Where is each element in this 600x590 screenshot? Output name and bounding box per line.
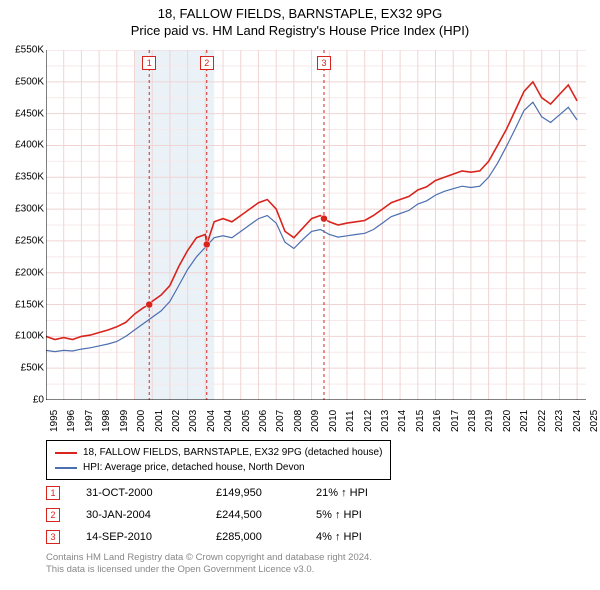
legend-swatch-subject (55, 452, 77, 454)
event-marker: 1 (142, 56, 156, 70)
x-tick-label: 2023 (554, 410, 565, 432)
x-tick-label: 1995 (49, 410, 60, 432)
transaction-marker: 2 (46, 508, 60, 522)
x-tick-label: 2011 (345, 410, 356, 432)
x-tick-label: 2007 (275, 410, 286, 432)
legend-label-subject: 18, FALLOW FIELDS, BARNSTAPLE, EX32 9PG … (83, 445, 382, 460)
transaction-date: 31-OCT-2000 (86, 487, 216, 499)
title-block: 18, FALLOW FIELDS, BARNSTAPLE, EX32 9PG … (0, 0, 600, 40)
x-tick-label: 2024 (572, 410, 583, 432)
y-tick-label: £550K (4, 45, 44, 56)
transaction-delta: 4% ↑ HPI (316, 531, 416, 543)
footer-attribution: Contains HM Land Registry data © Crown c… (46, 552, 372, 577)
x-tick-label: 2001 (154, 410, 165, 432)
x-tick-label: 2004 (206, 410, 217, 432)
transaction-date: 30-JAN-2004 (86, 509, 216, 521)
x-tick-label: 2006 (258, 410, 269, 432)
x-tick-label: 1996 (66, 410, 77, 432)
x-tick-label: 2020 (502, 410, 513, 432)
transaction-delta: 21% ↑ HPI (316, 487, 416, 499)
x-tick-label: 2014 (397, 410, 408, 432)
footer-line-2: This data is licensed under the Open Gov… (46, 564, 372, 576)
y-axis-labels: £0£50K£100K£150K£200K£250K£300K£350K£400… (4, 50, 44, 400)
x-tick-label: 2015 (415, 410, 426, 432)
y-tick-label: £150K (4, 299, 44, 310)
transaction-price: £285,000 (216, 531, 316, 543)
transaction-row: 3 14-SEP-2010£285,0004% ↑ HPI (46, 526, 416, 548)
x-tick-label: 1997 (84, 410, 95, 432)
x-tick-label: 2025 (589, 410, 600, 432)
x-tick-label: 1998 (101, 410, 112, 432)
event-marker: 3 (317, 56, 331, 70)
footer-line-1: Contains HM Land Registry data © Crown c… (46, 552, 372, 564)
x-tick-label: 2003 (188, 410, 199, 432)
y-tick-label: £0 (4, 395, 44, 406)
transaction-price: £149,950 (216, 487, 316, 499)
y-tick-label: £50K (4, 363, 44, 374)
x-tick-label: 2008 (293, 410, 304, 432)
transaction-price: £244,500 (216, 509, 316, 521)
event-marker: 2 (200, 56, 214, 70)
y-tick-label: £300K (4, 204, 44, 215)
x-tick-label: 2012 (363, 410, 374, 432)
x-tick-label: 2002 (171, 410, 182, 432)
x-tick-label: 2022 (537, 410, 548, 432)
transaction-delta: 5% ↑ HPI (316, 509, 416, 521)
title-line-2: Price paid vs. HM Land Registry's House … (0, 23, 600, 40)
chart-svg (46, 50, 586, 400)
x-tick-label: 2005 (241, 410, 252, 432)
transaction-date: 14-SEP-2010 (86, 531, 216, 543)
transaction-row: 1 31-OCT-2000£149,95021% ↑ HPI (46, 482, 416, 504)
legend-box: 18, FALLOW FIELDS, BARNSTAPLE, EX32 9PG … (46, 440, 391, 480)
x-tick-label: 2013 (380, 410, 391, 432)
x-tick-label: 2000 (136, 410, 147, 432)
x-tick-label: 2010 (328, 410, 339, 432)
x-tick-label: 2021 (519, 410, 530, 432)
title-line-1: 18, FALLOW FIELDS, BARNSTAPLE, EX32 9PG (0, 6, 600, 23)
transaction-marker: 3 (46, 530, 60, 544)
legend-row-subject: 18, FALLOW FIELDS, BARNSTAPLE, EX32 9PG … (55, 445, 382, 460)
y-tick-label: £450K (4, 108, 44, 119)
x-tick-label: 2009 (310, 410, 321, 432)
transactions-table: 1 31-OCT-2000£149,95021% ↑ HPI 2 30-JAN-200… (46, 482, 416, 548)
legend-label-hpi: HPI: Average price, detached house, Nort… (83, 460, 305, 475)
y-tick-label: £100K (4, 331, 44, 342)
x-tick-label: 2019 (484, 410, 495, 432)
y-tick-label: £250K (4, 235, 44, 246)
y-tick-label: £200K (4, 267, 44, 278)
x-tick-label: 1999 (119, 410, 130, 432)
transaction-marker: 1 (46, 486, 60, 500)
x-tick-label: 2004 (223, 410, 234, 432)
x-tick-label: 2016 (432, 410, 443, 432)
legend-swatch-hpi (55, 467, 77, 469)
y-tick-label: £500K (4, 76, 44, 87)
chart-container: 18, FALLOW FIELDS, BARNSTAPLE, EX32 9PG … (0, 0, 600, 590)
x-tick-label: 2017 (450, 410, 461, 432)
x-axis-labels: 1995 1996 1997 1998 1999 2000 2001 2002 2003 2004… (46, 402, 586, 442)
y-tick-label: £350K (4, 172, 44, 183)
y-tick-label: £400K (4, 140, 44, 151)
transaction-row: 2 30-JAN-2004£244,5005% ↑ HPI (46, 504, 416, 526)
chart-plot-area: 1 2 3 (46, 50, 586, 400)
x-tick-label: 2018 (467, 410, 478, 432)
legend-row-hpi: HPI: Average price, detached house, Nort… (55, 460, 382, 475)
